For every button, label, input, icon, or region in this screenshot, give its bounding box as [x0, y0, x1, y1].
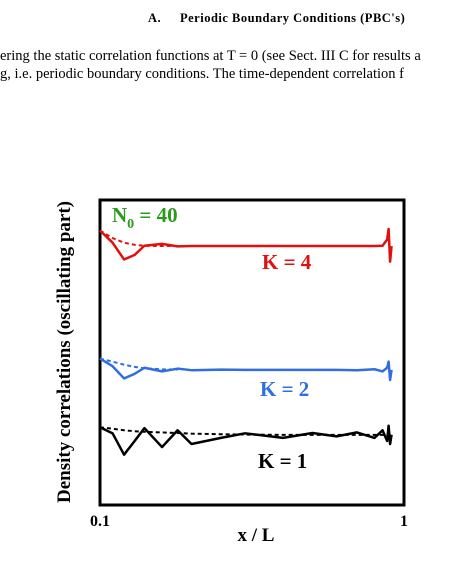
annotation-text: K = 1: [258, 449, 307, 473]
annotation: N0 = 40: [112, 203, 178, 232]
data-line: [99, 424, 393, 456]
data-line: [99, 227, 393, 263]
data-line: [99, 357, 178, 371]
annotation-text: K = 2: [260, 377, 309, 401]
data-line: [99, 426, 392, 436]
annotation: K = 4: [262, 250, 312, 274]
annotation: K = 1: [258, 449, 307, 473]
annotation: K = 2: [260, 377, 309, 401]
x-axis-label: x / L: [238, 525, 275, 546]
body-line: ering the static correlation functions a…: [0, 48, 421, 64]
annotation-text: N: [112, 203, 127, 227]
section-number: A.: [148, 11, 161, 25]
data-line: [99, 229, 178, 248]
y-axis-label: Density correlations (oscillating part): [54, 201, 75, 503]
x-tick-label: 0.1: [90, 513, 110, 530]
annotation-text: = 40: [134, 203, 177, 227]
plot-frame: [98, 198, 406, 507]
annotation-text: K = 4: [262, 250, 312, 274]
data-line: [99, 357, 393, 382]
annotation-subscript: 0: [127, 217, 134, 232]
x-tick-label: 1: [400, 513, 408, 530]
body-line: g, i.e. periodic boundary conditions. Th…: [0, 66, 404, 82]
section-title: Periodic Boundary Conditions (PBC's): [180, 11, 405, 25]
